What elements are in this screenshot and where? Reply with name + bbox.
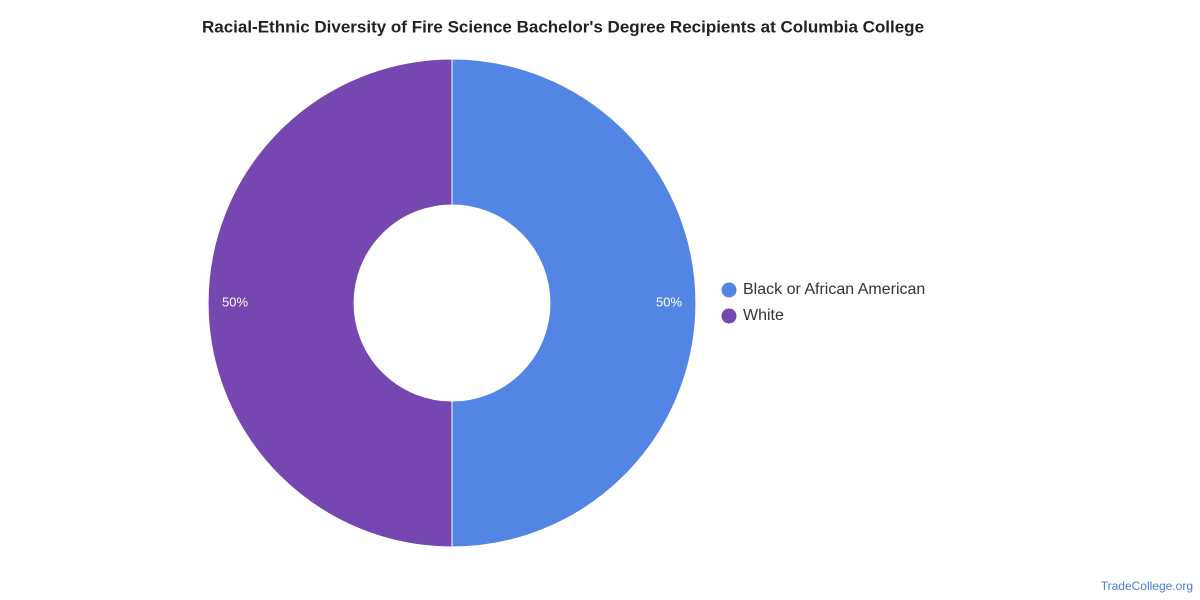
data-label: 50% [222, 294, 248, 309]
source[interactable]: TradeCollege.org [1101, 579, 1193, 593]
data-label: 50% [656, 294, 682, 309]
chart-title: Racial-Ethnic Diversity of Fire Science … [202, 17, 924, 36]
legend-label: Black or African American [743, 281, 925, 298]
legend: Black or African American White [721, 281, 925, 324]
legend-marker [721, 308, 737, 324]
legend-label: White [743, 307, 784, 324]
slice [451, 58, 697, 548]
slice [207, 58, 453, 548]
legend-marker [721, 282, 737, 298]
donut: 50% 50% [207, 58, 697, 548]
